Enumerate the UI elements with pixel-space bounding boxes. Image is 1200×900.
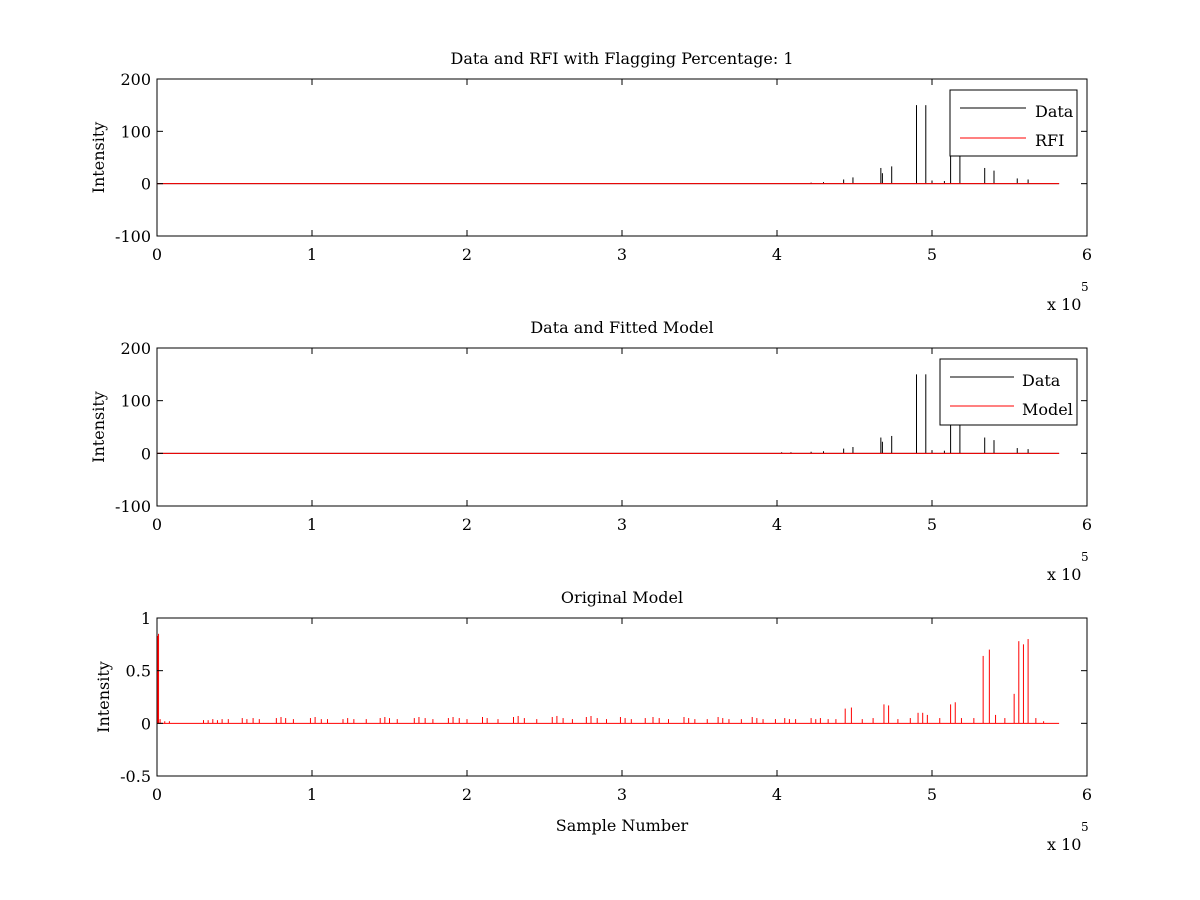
y-tick-label: -100 [115, 227, 151, 246]
subplot-1-legend-box [949, 89, 1078, 157]
subplot-1-title: Data and RFI with Flagging Percentage: 1 [450, 49, 793, 68]
y-tick-label: 0 [141, 175, 151, 194]
x-tick-label: 6 [1082, 245, 1092, 264]
x-tick-label: 5 [927, 245, 937, 264]
subplot-3-ylabel: Intensity [94, 661, 113, 733]
subplot-3-x-multiplier-base: x 10 [1047, 835, 1081, 854]
subplot-1-marks [157, 105, 1060, 185]
subplot-1-x-multiplier: x 10 5 [1047, 280, 1089, 314]
x-tick-label: 4 [772, 515, 782, 534]
y-tick-label: 0 [141, 444, 151, 463]
x-tick-label: 4 [772, 785, 782, 804]
x-tick-label: 2 [462, 245, 472, 264]
y-tick-label: 200 [120, 70, 151, 89]
x-tick-label: 0 [152, 515, 162, 534]
x-tick-label: 1 [307, 515, 317, 534]
subplot-2-axes-box [156, 347, 1088, 507]
subplot-2-legend-box [939, 358, 1078, 426]
subplot-2-legend-label-data: Data [1022, 371, 1061, 390]
subplot-1-legend: Data RFI [949, 89, 1078, 157]
subplot-1-legend-label-rfi: RFI [1035, 131, 1064, 150]
subplot-2-x-multiplier-exponent: 5 [1081, 550, 1089, 564]
subplot-3-ticks: 0 1 2 3 4 5 6-0.500.51 [120, 609, 1092, 804]
x-tick-label: 0 [152, 785, 162, 804]
y-tick-label: -0.5 [120, 767, 151, 786]
x-tick-label: 5 [927, 515, 937, 534]
subplot-3-x-multiplier-exponent: 5 [1081, 820, 1089, 834]
subplot-3-xlabel: Sample Number [556, 816, 689, 835]
x-tick-label: 2 [462, 785, 472, 804]
subplot-3-marks [157, 633, 1060, 724]
subplot-1-legend-label-data: Data [1035, 102, 1074, 121]
y-tick-label: -100 [115, 497, 151, 516]
y-tick-label: 1 [141, 609, 151, 628]
subplot-2-x-multiplier: x 10 5 [1047, 550, 1089, 584]
y-tick-label: 0 [141, 714, 151, 733]
subplot-3-title: Original Model [561, 588, 683, 607]
y-tick-label: 0.5 [126, 662, 151, 681]
y-tick-label: 200 [120, 339, 151, 358]
x-tick-label: 3 [617, 245, 627, 264]
subplot-2-x-multiplier-base: x 10 [1047, 565, 1081, 584]
subplot-1-x-multiplier-base: x 10 [1047, 295, 1081, 314]
subplot-1-ylabel: Intensity [89, 122, 108, 194]
x-tick-label: 6 [1082, 785, 1092, 804]
subplot-1: Data and RFI with Flagging Percentage: 1… [89, 49, 1092, 314]
subplot-2-ylabel: Intensity [89, 391, 108, 463]
subplot-3-x-multiplier: x 10 5 [1047, 820, 1089, 854]
subplot-1-x-multiplier-exponent: 5 [1081, 280, 1089, 294]
x-tick-label: 1 [307, 245, 317, 264]
subplot-3-axes-box [156, 617, 1088, 777]
x-tick-label: 0 [152, 245, 162, 264]
y-tick-label: 100 [120, 122, 151, 141]
subplot-3: Original Model Intensity Sample Number 0… [94, 588, 1092, 854]
x-tick-label: 4 [772, 245, 782, 264]
subplot-2: Data and Fitted Model Intensity 0 1 2 3 4 5 6 -… [89, 318, 1092, 584]
subplot-2-title: Data and Fitted Model [530, 318, 713, 337]
subplot-2-legend-label-model: Model [1022, 400, 1073, 419]
x-tick-label: 1 [307, 785, 317, 804]
subplot-2-marks [157, 374, 1060, 454]
x-tick-label: 2 [462, 515, 472, 534]
x-tick-label: 6 [1082, 515, 1092, 534]
y-tick-label: 100 [120, 392, 151, 411]
subplot-1-axes-box [156, 78, 1088, 237]
x-tick-label: 3 [617, 515, 627, 534]
x-tick-label: 3 [617, 785, 627, 804]
subplot-2-legend: Data Model [939, 358, 1078, 426]
x-tick-label: 5 [927, 785, 937, 804]
